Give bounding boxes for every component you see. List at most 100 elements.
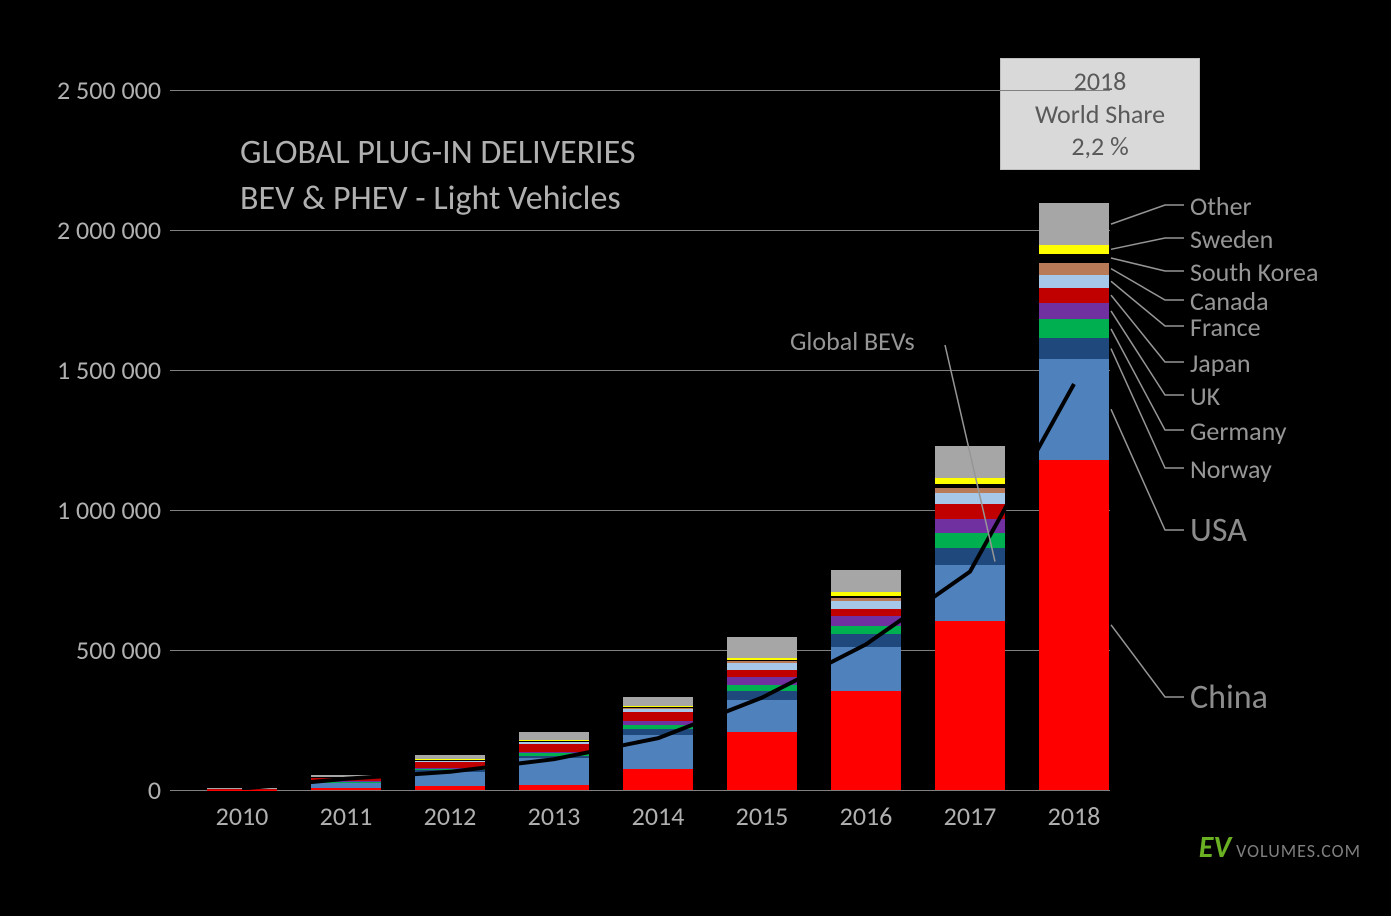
seg-japan (935, 504, 1005, 520)
seg-norway (1039, 338, 1109, 358)
seg-japan (415, 762, 485, 769)
seg-japan (623, 712, 693, 721)
seg-france (519, 741, 589, 744)
x-tick-label: 2016 (814, 800, 918, 832)
seg-usa (1039, 359, 1109, 460)
watermark: EV VOLUMES.COM (1199, 829, 1361, 866)
gridline (170, 370, 1110, 371)
seg-other (935, 446, 1005, 478)
x-tick-label: 2018 (1022, 800, 1126, 832)
seg-sweden (727, 658, 797, 661)
seg-usa (415, 772, 485, 787)
seg-other (623, 697, 693, 706)
seg-germany (831, 626, 901, 634)
x-tick-label: 2010 (190, 800, 294, 832)
seg-germany (519, 753, 589, 755)
gridline (170, 790, 1110, 791)
y-tick-label: 1 000 000 (11, 494, 161, 526)
seg-china (519, 785, 589, 790)
seg-china (415, 786, 485, 790)
seg-china (727, 732, 797, 790)
seg-france (935, 493, 1005, 503)
gridline (170, 90, 1110, 91)
seg-norway (727, 691, 797, 699)
seg-germany (935, 533, 1005, 548)
legend-norway: Norway (1190, 453, 1272, 485)
y-tick-label: 500 000 (11, 634, 161, 666)
seg-germany (727, 685, 797, 692)
seg-uk (519, 752, 589, 753)
legend-sweden: Sweden (1190, 223, 1273, 255)
legend-uk: UK (1190, 380, 1220, 412)
seg-usa (831, 647, 901, 692)
seg-uk (623, 721, 693, 725)
x-tick-label: 2014 (606, 800, 710, 832)
seg-uk (831, 616, 901, 627)
x-tick-label: 2017 (918, 800, 1022, 832)
seg-france (1039, 275, 1109, 288)
seg-china (311, 788, 381, 790)
y-tick-label: 2 500 000 (11, 74, 161, 106)
x-tick-label: 2012 (398, 800, 502, 832)
seg-usa (727, 700, 797, 732)
bev-line-label: Global BEVs (790, 325, 915, 357)
seg-france (727, 663, 797, 669)
seg-canada (831, 598, 901, 601)
seg-japan (727, 670, 797, 677)
seg-france (623, 709, 693, 712)
seg-canada (935, 488, 1005, 493)
plot-area (170, 90, 1110, 790)
seg-canada (623, 708, 693, 709)
y-tick-label: 0 (11, 774, 161, 806)
seg-norway (831, 634, 901, 647)
seg-china (623, 769, 693, 790)
seg-uk (1039, 303, 1109, 320)
seg-other (415, 755, 485, 759)
seg-japan (311, 778, 381, 781)
y-tick-label: 2 000 000 (11, 214, 161, 246)
seg-germany (1039, 319, 1109, 338)
seg-other (1039, 203, 1109, 245)
legend-south-korea: South Korea (1190, 256, 1318, 288)
seg-sweden (1039, 245, 1109, 253)
legend-other: Other (1190, 190, 1252, 222)
seg-sweden (831, 592, 901, 596)
seg-china (1039, 460, 1109, 790)
seg-uk (415, 768, 485, 769)
seg-norway (623, 729, 693, 735)
seg-norway (415, 770, 485, 771)
x-tick-label: 2015 (710, 800, 814, 832)
seg-uk (935, 519, 1005, 532)
legend-france: France (1190, 311, 1261, 343)
seg-other (207, 788, 277, 789)
seg-china (831, 691, 901, 790)
chart-root: { "chart": { "type": "stacked-bar-with-l… (0, 0, 1391, 916)
watermark-ev: EV (1199, 829, 1231, 866)
seg-japan (831, 609, 901, 615)
seg-germany (415, 769, 485, 770)
seg-sweden (519, 740, 589, 741)
seg-norway (311, 782, 381, 783)
seg-other (311, 775, 381, 776)
seg-south-korea (831, 596, 901, 598)
seg-germany (623, 725, 693, 729)
seg-canada (519, 741, 589, 742)
seg-south-korea (935, 484, 1005, 488)
seg-usa (623, 735, 693, 769)
seg-south-korea (1039, 254, 1109, 263)
seg-sweden (623, 706, 693, 707)
seg-canada (727, 661, 797, 663)
seg-japan (1039, 288, 1109, 303)
x-tick-label: 2011 (294, 800, 398, 832)
seg-japan (207, 789, 277, 790)
seg-other (727, 637, 797, 657)
legend-japan: Japan (1190, 347, 1251, 379)
gridline (170, 230, 1110, 231)
seg-canada (1039, 263, 1109, 275)
legend-china: China (1190, 677, 1268, 718)
x-tick-label: 2013 (502, 800, 606, 832)
seg-france (831, 601, 901, 609)
seg-south-korea (727, 660, 797, 661)
legend-usa: USA (1190, 510, 1247, 551)
seg-usa (519, 758, 589, 785)
